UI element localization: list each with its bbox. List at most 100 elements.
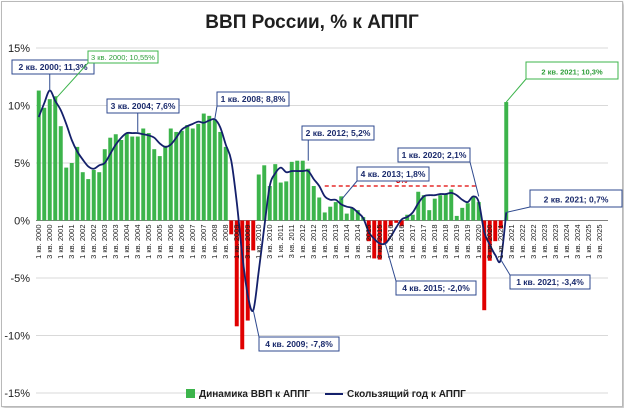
x-tick-label: 1 кв. 2003	[100, 225, 109, 259]
bar	[168, 128, 173, 221]
annotations: 2 кв. 2000; 11,3% 3 кв. 2000; 10,55% 3 кв.…	[11, 50, 623, 352]
bar	[130, 136, 135, 221]
annotation-box	[356, 166, 430, 182]
bar	[229, 220, 234, 235]
y-tick-label: 5%	[14, 158, 30, 170]
bar	[69, 163, 74, 221]
bar	[196, 123, 201, 221]
x-tick-label: 1 кв. 2019	[452, 225, 461, 259]
x-tick-label: 1 кв. 2015	[364, 225, 373, 259]
annotation-box	[301, 125, 375, 141]
annotation-leader	[384, 243, 397, 282]
annotation-box	[529, 189, 623, 208]
bar	[388, 220, 393, 227]
annotation-box	[509, 274, 591, 290]
annotation-leader	[214, 105, 218, 120]
x-tick-label: 3 кв. 2013	[331, 225, 340, 259]
bar	[394, 220, 399, 223]
annotation-leader	[500, 259, 511, 276]
bar	[262, 165, 267, 221]
bar	[47, 99, 52, 221]
x-tick-label: 3 кв. 2019	[463, 225, 472, 259]
x-tick-label: 1 кв. 2000	[34, 225, 43, 259]
gridlines	[36, 47, 608, 394]
bar	[333, 202, 338, 221]
x-tick-label: 3 кв. 2007	[199, 225, 208, 259]
bar	[339, 196, 344, 221]
y-tick-label: -15%	[4, 388, 30, 400]
bar	[53, 96, 58, 221]
bar	[482, 220, 487, 311]
legend: Динамика ВВП к АППГ Скользящий год к АППГ	[186, 389, 466, 400]
bar	[163, 145, 168, 221]
bar	[256, 174, 261, 221]
bar	[344, 213, 349, 221]
bar	[124, 133, 129, 221]
x-tick-label: 3 кв. 2022	[529, 225, 538, 259]
bar	[201, 113, 206, 221]
bar	[179, 130, 184, 221]
bar	[278, 182, 283, 221]
bar	[454, 215, 459, 221]
x-tick-label: 1 кв. 2001	[56, 225, 65, 259]
bar	[311, 186, 316, 221]
annotation-box	[216, 91, 290, 107]
bar	[355, 210, 360, 221]
x-tick-label: 1 кв. 2014	[342, 225, 351, 259]
bar	[91, 169, 96, 221]
bar	[476, 202, 481, 221]
x-tick-label: 3 кв. 2024	[573, 225, 582, 259]
x-tick-label: 1 кв. 2012	[298, 225, 307, 259]
bar	[174, 131, 179, 221]
bar	[234, 220, 239, 327]
x-tick-label: 1 кв. 2010	[254, 225, 263, 259]
bar	[465, 203, 470, 221]
annotation-label: 4 кв. 2015; -2,0%	[402, 283, 470, 293]
legend-label: Динамика ВВП к АППГ	[199, 389, 310, 400]
x-tick-label: 1 кв. 2011	[276, 225, 285, 259]
bar	[64, 167, 69, 221]
bar	[504, 102, 509, 221]
bar	[443, 194, 448, 221]
x-tick-label: 3 кв. 2012	[309, 225, 318, 259]
bar	[328, 206, 333, 221]
bar	[58, 126, 63, 221]
bar	[267, 186, 272, 221]
x-tick-label: 1 кв. 2022	[518, 225, 527, 259]
x-tick-label: 1 кв. 2002	[78, 225, 87, 259]
bar	[218, 131, 223, 221]
annotation-box	[397, 147, 471, 163]
x-tick-label: 3 кв. 2018	[441, 225, 450, 259]
bar	[185, 125, 190, 221]
bar	[108, 137, 113, 221]
bar	[377, 220, 382, 260]
bar	[135, 136, 140, 221]
annotation-label: 3 кв. 2004; 7,6%	[111, 101, 176, 111]
y-tick-label: 15%	[8, 43, 30, 55]
y-tick-label: 0%	[14, 216, 30, 228]
annotation-label: 4 кв. 2009; -7,8%	[265, 339, 333, 349]
bar	[493, 220, 498, 242]
y-tick-label: -5%	[10, 273, 30, 285]
x-tick-label: 1 кв. 2025	[584, 225, 593, 259]
annotation-box	[525, 61, 619, 80]
series-line	[37, 89, 508, 312]
bar	[157, 156, 162, 221]
bar	[102, 149, 107, 221]
bar	[432, 198, 437, 221]
bar	[212, 119, 217, 221]
y-tick-label: 10%	[8, 101, 30, 113]
x-tick-label: 3 кв. 2015	[375, 225, 384, 259]
bar	[207, 115, 212, 221]
annotation-leader	[340, 180, 358, 201]
annotation-leader	[252, 310, 260, 338]
x-tick-label: 1 кв. 2024	[562, 225, 571, 259]
annotation-leader	[469, 161, 480, 197]
annotation-box	[106, 98, 180, 114]
line-series	[37, 89, 508, 312]
x-tick-label: 1 кв. 2021	[496, 225, 505, 259]
bar	[306, 168, 311, 221]
bar	[223, 146, 228, 221]
bar	[350, 207, 355, 221]
x-tick-label: 3 кв. 2020	[485, 225, 494, 259]
